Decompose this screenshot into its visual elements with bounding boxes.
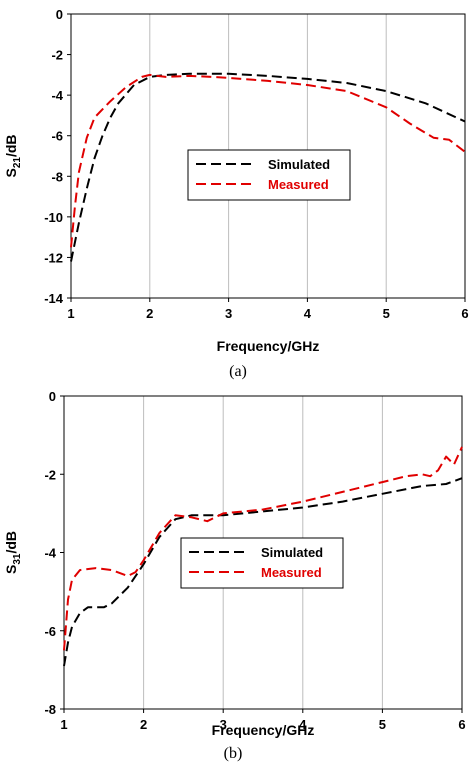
x-tick-label: 3 [225, 306, 232, 321]
legend: Simulated Measured [180, 537, 344, 589]
x-tick-label: 2 [146, 306, 153, 321]
chart-a: 1 2 3 4 5 6 0 -2 -4 -6 -8 -10 -12 -14 Simulated Measure… [3, 7, 469, 380]
y-tick-label: -4 [51, 88, 63, 103]
y-tick-label: 0 [56, 7, 63, 22]
x-tick-label: 5 [383, 306, 390, 321]
y-tick-label: -10 [44, 210, 63, 225]
legend-label: Measured [261, 565, 322, 580]
series-line-measured [70, 73, 466, 248]
y-axis-title: S31/dB [3, 531, 23, 574]
plot-frame [70, 13, 466, 299]
y-tick-label: -12 [44, 250, 63, 265]
x-tick-label: 2 [140, 717, 147, 732]
y-tick-label: -4 [44, 546, 56, 561]
legend-label: Simulated [268, 157, 330, 172]
x-tick-label: 5 [379, 717, 386, 732]
y-tick-label: 0 [49, 389, 56, 404]
legend: Simulated Measured [187, 149, 351, 201]
x-tick-label: 4 [304, 306, 312, 321]
y-tick-label: -8 [51, 169, 63, 184]
series-line-measured [63, 446, 463, 651]
y-tick-label: -6 [44, 624, 56, 639]
x-tick-label: 4 [299, 717, 307, 732]
legend-label: Simulated [261, 545, 323, 560]
chart-caption: (b) [224, 745, 243, 762]
series-line-simulated [63, 477, 463, 667]
charts-container: 1 2 3 4 5 6 0 -2 -4 -6 -8 -10 -12 -14 Simulated Measure… [3, 7, 469, 762]
x-axis-title: Frequency/GHz [217, 338, 320, 354]
y-tick-label: -14 [44, 291, 64, 306]
x-axis-title: Frequency/GHz [212, 722, 315, 738]
legend-label: Measured [268, 177, 329, 192]
y-tick-label: -8 [44, 702, 56, 717]
y-tick-label: -2 [44, 467, 56, 482]
x-tick-label: 6 [458, 717, 465, 732]
y-axis-title: S21/dB [3, 134, 23, 177]
x-tick-label: 1 [67, 306, 74, 321]
chart-caption: (a) [229, 363, 247, 380]
x-tick-label: 1 [60, 717, 67, 732]
legend-box [187, 149, 351, 201]
chart-b: 1 2 3 4 5 6 0 -2 -4 -6 -8 Simulated Measured Frequenc… [3, 389, 466, 762]
x-tick-label: 6 [461, 306, 468, 321]
y-tick-label: -6 [51, 129, 63, 144]
x-tick-label: 3 [220, 717, 227, 732]
legend-box [180, 537, 344, 589]
y-tick-label: -2 [51, 48, 63, 63]
